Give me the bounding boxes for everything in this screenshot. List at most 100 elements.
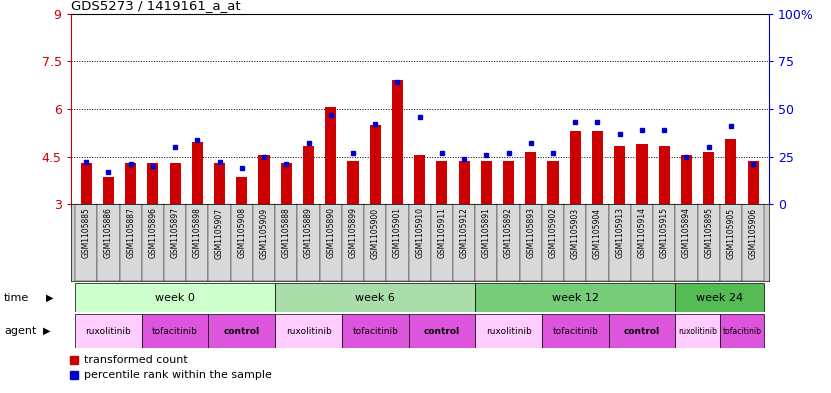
Text: GSM1105903: GSM1105903 bbox=[571, 208, 580, 259]
Bar bbox=[281, 163, 292, 204]
Text: week 24: week 24 bbox=[696, 293, 744, 303]
Text: GDS5273 / 1419161_a_at: GDS5273 / 1419161_a_at bbox=[71, 0, 240, 12]
Bar bbox=[142, 314, 209, 348]
Text: tofacitinib: tofacitinib bbox=[152, 327, 198, 336]
Text: GSM1105887: GSM1105887 bbox=[126, 208, 135, 258]
Bar bbox=[75, 283, 275, 312]
Text: week 6: week 6 bbox=[356, 293, 395, 303]
Bar bbox=[81, 163, 91, 204]
Bar bbox=[186, 204, 209, 281]
Bar bbox=[170, 163, 180, 204]
Bar bbox=[325, 107, 337, 204]
Bar bbox=[542, 314, 608, 348]
Text: GSM1105899: GSM1105899 bbox=[348, 208, 357, 259]
Bar bbox=[120, 204, 142, 281]
Bar bbox=[125, 163, 136, 204]
Text: GSM1105890: GSM1105890 bbox=[327, 208, 335, 259]
Bar bbox=[303, 145, 314, 204]
Bar bbox=[475, 204, 498, 281]
Bar bbox=[409, 204, 430, 281]
Bar bbox=[503, 162, 514, 204]
Bar bbox=[164, 204, 186, 281]
Bar bbox=[542, 204, 564, 281]
Bar bbox=[364, 204, 386, 281]
Bar bbox=[676, 204, 697, 281]
Bar bbox=[253, 204, 275, 281]
Text: GSM1105913: GSM1105913 bbox=[615, 208, 624, 259]
Text: GSM1105904: GSM1105904 bbox=[593, 208, 602, 259]
Bar bbox=[103, 177, 114, 204]
Text: GSM1105912: GSM1105912 bbox=[460, 208, 469, 258]
Text: tofacitinib: tofacitinib bbox=[352, 327, 398, 336]
Bar bbox=[519, 204, 542, 281]
Bar bbox=[209, 314, 275, 348]
Text: tofacitinib: tofacitinib bbox=[722, 327, 761, 336]
Text: agent: agent bbox=[4, 326, 37, 336]
Bar bbox=[459, 162, 470, 204]
Bar bbox=[659, 145, 670, 204]
Bar bbox=[275, 204, 297, 281]
Bar bbox=[347, 162, 358, 204]
Bar bbox=[409, 314, 475, 348]
Bar bbox=[475, 314, 542, 348]
Bar bbox=[342, 204, 364, 281]
Text: GSM1105892: GSM1105892 bbox=[504, 208, 513, 258]
Text: GSM1105895: GSM1105895 bbox=[704, 208, 713, 259]
Bar bbox=[392, 81, 403, 204]
Text: GSM1105888: GSM1105888 bbox=[282, 208, 291, 258]
Bar bbox=[725, 139, 736, 204]
Bar bbox=[231, 204, 253, 281]
Bar bbox=[192, 142, 203, 204]
Bar bbox=[548, 162, 558, 204]
Bar bbox=[614, 145, 625, 204]
Bar bbox=[75, 204, 97, 281]
Bar bbox=[631, 204, 653, 281]
Text: week 0: week 0 bbox=[155, 293, 195, 303]
Text: week 12: week 12 bbox=[552, 293, 599, 303]
Bar bbox=[275, 314, 342, 348]
Bar bbox=[320, 204, 342, 281]
Bar bbox=[748, 162, 759, 204]
Text: tofacitinib: tofacitinib bbox=[553, 327, 598, 336]
Bar bbox=[525, 152, 536, 204]
Bar bbox=[342, 314, 409, 348]
Bar bbox=[209, 204, 231, 281]
Bar bbox=[214, 163, 225, 204]
Bar bbox=[97, 204, 120, 281]
Text: GSM1105906: GSM1105906 bbox=[749, 208, 758, 259]
Bar bbox=[681, 155, 692, 204]
Bar bbox=[592, 131, 603, 204]
Text: control: control bbox=[424, 327, 460, 336]
Bar bbox=[436, 162, 447, 204]
Bar bbox=[697, 204, 720, 281]
Bar bbox=[676, 314, 720, 348]
Text: control: control bbox=[224, 327, 260, 336]
Bar bbox=[637, 144, 647, 204]
Bar bbox=[258, 155, 269, 204]
Bar bbox=[570, 131, 581, 204]
Text: GSM1105886: GSM1105886 bbox=[104, 208, 113, 258]
Bar bbox=[481, 162, 492, 204]
Bar bbox=[453, 204, 475, 281]
Text: GSM1105911: GSM1105911 bbox=[437, 208, 446, 258]
Bar bbox=[608, 314, 676, 348]
Text: GSM1105907: GSM1105907 bbox=[215, 208, 224, 259]
Text: GSM1105897: GSM1105897 bbox=[170, 208, 179, 259]
Text: ▶: ▶ bbox=[46, 293, 53, 303]
Bar bbox=[297, 204, 320, 281]
Text: GSM1105915: GSM1105915 bbox=[660, 208, 669, 259]
Bar bbox=[414, 155, 425, 204]
Text: transformed count: transformed count bbox=[84, 354, 188, 365]
Text: ▶: ▶ bbox=[43, 326, 51, 336]
Bar bbox=[676, 283, 765, 312]
Bar bbox=[564, 204, 587, 281]
Bar bbox=[653, 204, 676, 281]
Text: GSM1105908: GSM1105908 bbox=[238, 208, 246, 259]
Bar bbox=[236, 177, 248, 204]
Text: time: time bbox=[4, 293, 29, 303]
Text: ruxolitinib: ruxolitinib bbox=[286, 327, 332, 336]
Bar bbox=[142, 204, 164, 281]
Bar bbox=[608, 204, 631, 281]
Bar bbox=[275, 283, 475, 312]
Text: GSM1105905: GSM1105905 bbox=[726, 208, 735, 259]
